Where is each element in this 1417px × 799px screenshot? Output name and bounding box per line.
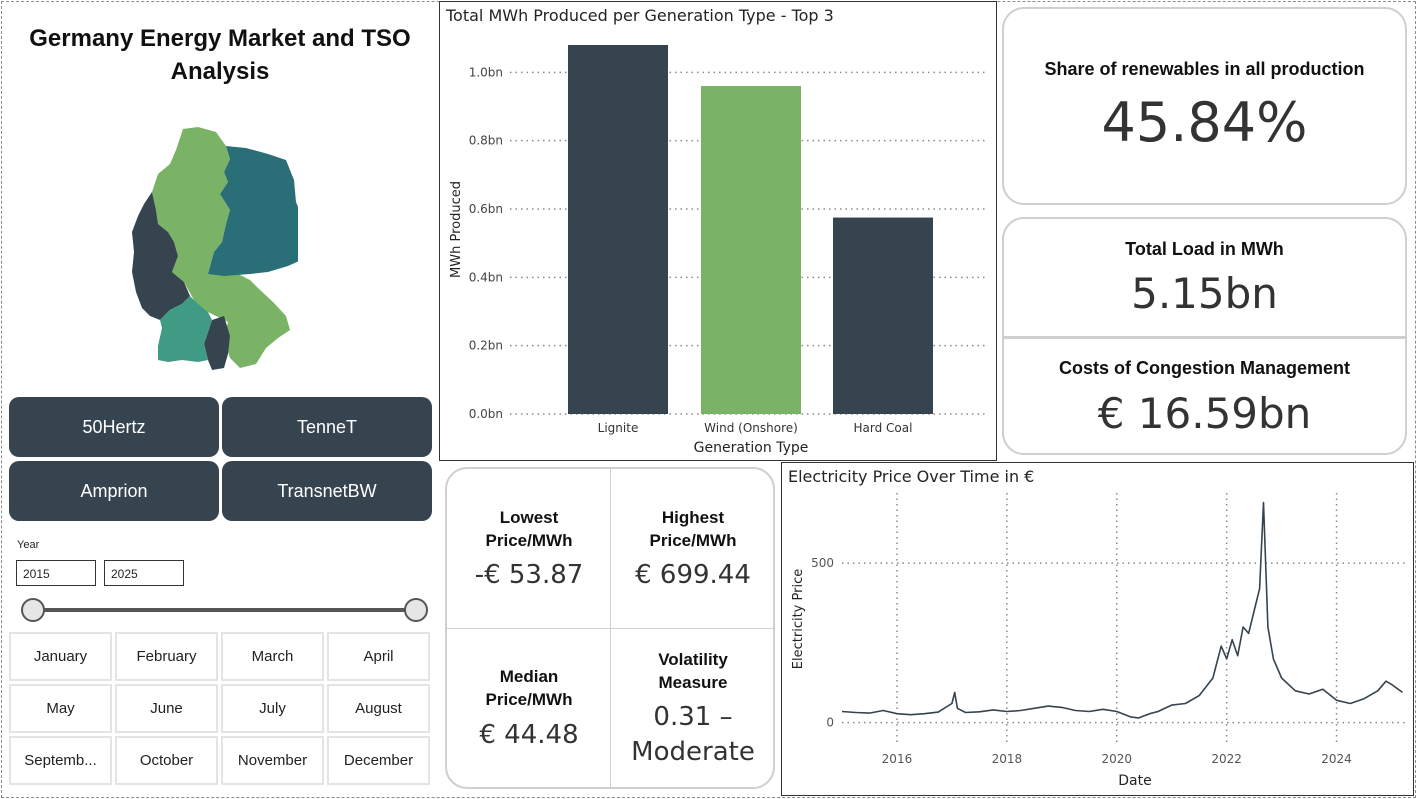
month-july[interactable]: July <box>221 684 324 733</box>
line-chart-title: Electricity Price Over Time in € <box>788 467 1035 486</box>
month-august[interactable]: August <box>327 684 430 733</box>
load-congestion-card: Total Load in MWh 5.15bn Costs of Conges… <box>1002 217 1407 455</box>
year-slider-start-handle[interactable] <box>21 598 45 622</box>
map-region-50hertz[interactable] <box>208 146 298 276</box>
month-december[interactable]: December <box>327 736 430 785</box>
year-slider-track[interactable] <box>33 608 416 612</box>
line-chart-ytick-label: 0 <box>826 716 834 730</box>
line-chart-panel: Electricity Price Over Time in € 0 500 201… <box>781 462 1414 796</box>
month-may[interactable]: May <box>9 684 112 733</box>
bar-chart: 0.0bn 0.2bn 0.4bn 0.6bn 0.8bn 1.0bn Lignite Win… <box>449 45 988 456</box>
month-june[interactable]: June <box>115 684 218 733</box>
line-chart-xtick-label: 2020 <box>1101 752 1132 766</box>
bar-hard-coal[interactable] <box>833 217 933 414</box>
bar-chart-xlabel: Generation Type <box>694 440 809 456</box>
year-to-input[interactable]: 2025 <box>104 560 184 586</box>
bar-chart-xtick-label: Wind (Onshore) <box>704 421 798 435</box>
stats-horizontal-divider <box>447 628 773 629</box>
map-region-tennet[interactable] <box>152 127 290 368</box>
tso-button-transnetbw[interactable]: TransnetBW <box>222 461 432 521</box>
bar-lignite[interactable] <box>568 45 668 414</box>
month-april[interactable]: April <box>327 632 430 681</box>
median-price-label: Median Price/MWh <box>485 667 573 709</box>
line-chart-xtick-label: 2022 <box>1211 752 1242 766</box>
bar-chart-ytick-label: 0.4bn <box>469 270 503 284</box>
congestion-label: Costs of Congestion Management <box>1058 358 1350 378</box>
bar-chart-ytick-label: 0.8bn <box>469 134 503 148</box>
congestion-value: € 16.59bn <box>1097 389 1312 438</box>
line-chart-xtick-label: 2016 <box>882 752 913 766</box>
line-chart-xtick-label: 2024 <box>1321 752 1352 766</box>
year-slider-end-handle[interactable] <box>404 598 428 622</box>
volatility-value-number: 0.31 – <box>653 702 733 732</box>
highest-price-label: Highest Price/MWh <box>649 508 737 550</box>
month-february[interactable]: February <box>115 632 218 681</box>
renewables-label: Share of renewables in all production <box>1044 59 1365 79</box>
year-from-input[interactable]: 2015 <box>16 560 96 586</box>
year-filter-label: Year <box>17 539 40 551</box>
bar-chart-ytick-label: 1.0bn <box>469 65 503 79</box>
volatility-label: Volatility Measure <box>658 650 728 692</box>
map-region-amprion-south[interactable] <box>204 316 230 370</box>
bar-chart-ytick-label: 0.6bn <box>469 202 503 216</box>
line-chart-xtick-label: 2018 <box>992 752 1023 766</box>
map-region-transnetbw[interactable] <box>158 296 212 362</box>
total-load-label: Total Load in MWh <box>1125 239 1284 259</box>
line-chart-xlabel: Date <box>1118 773 1151 789</box>
map-region-amprion[interactable] <box>132 192 190 320</box>
bar-chart-ytick-label: 0.0bn <box>469 407 503 421</box>
renewables-value: 45.84% <box>1101 91 1308 154</box>
renewables-card: Share of renewables in all production 45… <box>1002 7 1407 205</box>
bar-chart-panel: Total MWh Produced per Generation Type -… <box>439 1 997 461</box>
page-title: Germany Energy Market and TSO Analysis <box>29 25 411 85</box>
tso-button-50hertz[interactable]: 50Hertz <box>9 397 219 457</box>
price-series-line[interactable] <box>841 501 1403 719</box>
month-november[interactable]: November <box>221 736 324 785</box>
volatility-value-text: Moderate <box>631 737 755 767</box>
month-september[interactable]: Septemb... <box>9 736 112 785</box>
median-price-value: € 44.48 <box>479 720 579 750</box>
germany-tso-map[interactable] <box>128 124 298 374</box>
tso-button-tennet[interactable]: TenneT <box>222 397 432 457</box>
month-march[interactable]: March <box>221 632 324 681</box>
month-october[interactable]: October <box>115 736 218 785</box>
total-load-value: 5.15bn <box>1131 269 1278 318</box>
month-january[interactable]: January <box>9 632 112 681</box>
lowest-price-label: Lowest Price/MWh <box>485 508 573 550</box>
line-chart: 0 500 2016 2018 2020 2022 2024 Date Electricity … <box>791 493 1408 789</box>
tso-button-amprion[interactable]: Amprion <box>9 461 219 521</box>
highest-price-value: € 699.44 <box>635 560 751 590</box>
bar-chart-ylabel: MWh Produced <box>449 181 464 278</box>
bar-chart-xtick-label: Hard Coal <box>854 421 913 435</box>
lowest-price-value: -€ 53.87 <box>474 560 584 590</box>
bar-chart-xtick-label: Lignite <box>598 421 639 435</box>
bar-wind-onshore[interactable] <box>701 86 801 414</box>
bar-chart-ytick-label: 0.2bn <box>469 339 503 353</box>
bar-chart-title: Total MWh Produced per Generation Type -… <box>446 6 834 25</box>
line-chart-ylabel: Electricity Price <box>791 569 806 669</box>
card-divider <box>1004 336 1405 339</box>
line-chart-ytick-label: 500 <box>811 556 834 570</box>
price-stats-card: Lowest Price/MWh -€ 53.87 Highest Price/… <box>445 467 775 789</box>
